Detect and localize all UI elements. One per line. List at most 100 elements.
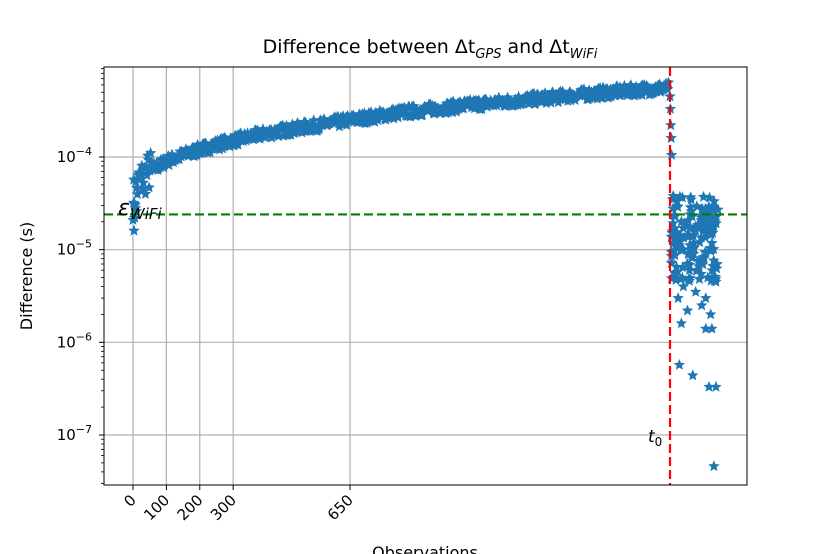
data-point: [523, 97, 535, 109]
data-point: [703, 191, 716, 203]
data-point: [665, 149, 678, 160]
data-point: [700, 322, 712, 334]
data-point: [687, 229, 700, 241]
plot-frame: [103, 66, 748, 486]
data-point: [668, 222, 681, 234]
data-point: [545, 96, 557, 108]
x-axis-label: Observations: [372, 543, 478, 554]
data-point: [700, 292, 712, 303]
plot-area: [104, 67, 747, 485]
y-tick-label: 10−4: [57, 145, 92, 166]
data-point: [131, 188, 144, 200]
data-point: [697, 221, 709, 233]
data-point: [675, 317, 688, 329]
data-point: [672, 292, 684, 303]
data-point: [476, 103, 488, 115]
data-point: [676, 261, 689, 273]
data-point: [144, 147, 157, 158]
data-point: [677, 222, 689, 233]
data-point: [143, 181, 155, 193]
data-point: [665, 272, 678, 284]
data-point: [128, 224, 140, 236]
data-point: [130, 175, 142, 187]
data-point: [683, 264, 696, 276]
y-tick-label: 10−7: [57, 423, 92, 444]
data-point: [669, 267, 681, 279]
data-point: [711, 258, 723, 270]
chart-title: Difference between ΔtGPS and ΔtWiFi: [263, 36, 598, 62]
epsilon-wifi-label: εWiFi: [118, 196, 163, 223]
data-point: [128, 211, 141, 223]
data-point: [696, 203, 708, 215]
data-point: [681, 304, 694, 316]
data-points: [127, 76, 724, 472]
data-point: [517, 97, 529, 109]
data-point: [687, 369, 699, 381]
data-point: [684, 201, 697, 213]
data-point: [676, 271, 689, 283]
data-point: [677, 280, 690, 292]
y-axis-ticks: 10−7 10−6 10−5 10−4: [57, 68, 104, 484]
data-point: [706, 322, 718, 334]
data-point: [699, 231, 711, 243]
data-point: [703, 380, 715, 392]
data-point: [661, 83, 674, 95]
data-point: [127, 196, 140, 208]
data-point: [706, 237, 718, 249]
data-point: [683, 273, 695, 285]
data-point: [665, 132, 677, 143]
data-point: [196, 147, 208, 158]
data-point: [708, 195, 720, 207]
data-point: [673, 358, 686, 370]
data-point: [672, 201, 684, 212]
data-point: [232, 138, 244, 150]
data-point: [636, 89, 648, 100]
data-point: [368, 115, 381, 127]
data-point: [693, 236, 706, 248]
data-point: [695, 214, 707, 226]
t0-label: t0: [648, 427, 662, 449]
data-point: [696, 299, 708, 311]
data-point: [689, 285, 702, 297]
data-point: [668, 244, 681, 256]
data-point: [670, 261, 683, 272]
data-point: [706, 264, 718, 276]
data-point: [671, 195, 683, 207]
data-point: [681, 257, 693, 269]
y-tick-label: 10−5: [57, 238, 92, 259]
data-point: [708, 460, 720, 472]
data-point: [307, 114, 320, 126]
data-point: [662, 76, 675, 88]
data-point: [706, 214, 718, 226]
data-point: [693, 273, 706, 284]
data-point: [130, 181, 143, 193]
data-point: [704, 221, 717, 233]
data-point: [704, 308, 717, 320]
data-point: [665, 245, 678, 257]
data-point: [670, 231, 683, 243]
data-point: [710, 380, 722, 392]
data-point: [710, 272, 722, 284]
data-point: [675, 244, 688, 256]
data-point: [313, 121, 326, 133]
data-point: [341, 119, 353, 130]
data-point: [137, 176, 149, 188]
data-point: [678, 231, 690, 243]
data-point: [135, 168, 147, 179]
data-point: [669, 249, 681, 261]
data-point: [697, 190, 710, 202]
data-point: [670, 274, 682, 285]
data-point: [683, 222, 696, 234]
data-point: [685, 193, 697, 205]
data-point: [692, 254, 705, 266]
data-point: [686, 210, 698, 222]
data-point: [669, 226, 681, 238]
data-point: [693, 260, 705, 272]
data-point: [700, 247, 712, 258]
data-point: [139, 188, 152, 199]
y-axis-label: Difference (s): [17, 222, 36, 330]
data-point: [416, 108, 429, 120]
y-tick-label: 10−6: [57, 330, 92, 351]
data-point: [708, 200, 720, 212]
